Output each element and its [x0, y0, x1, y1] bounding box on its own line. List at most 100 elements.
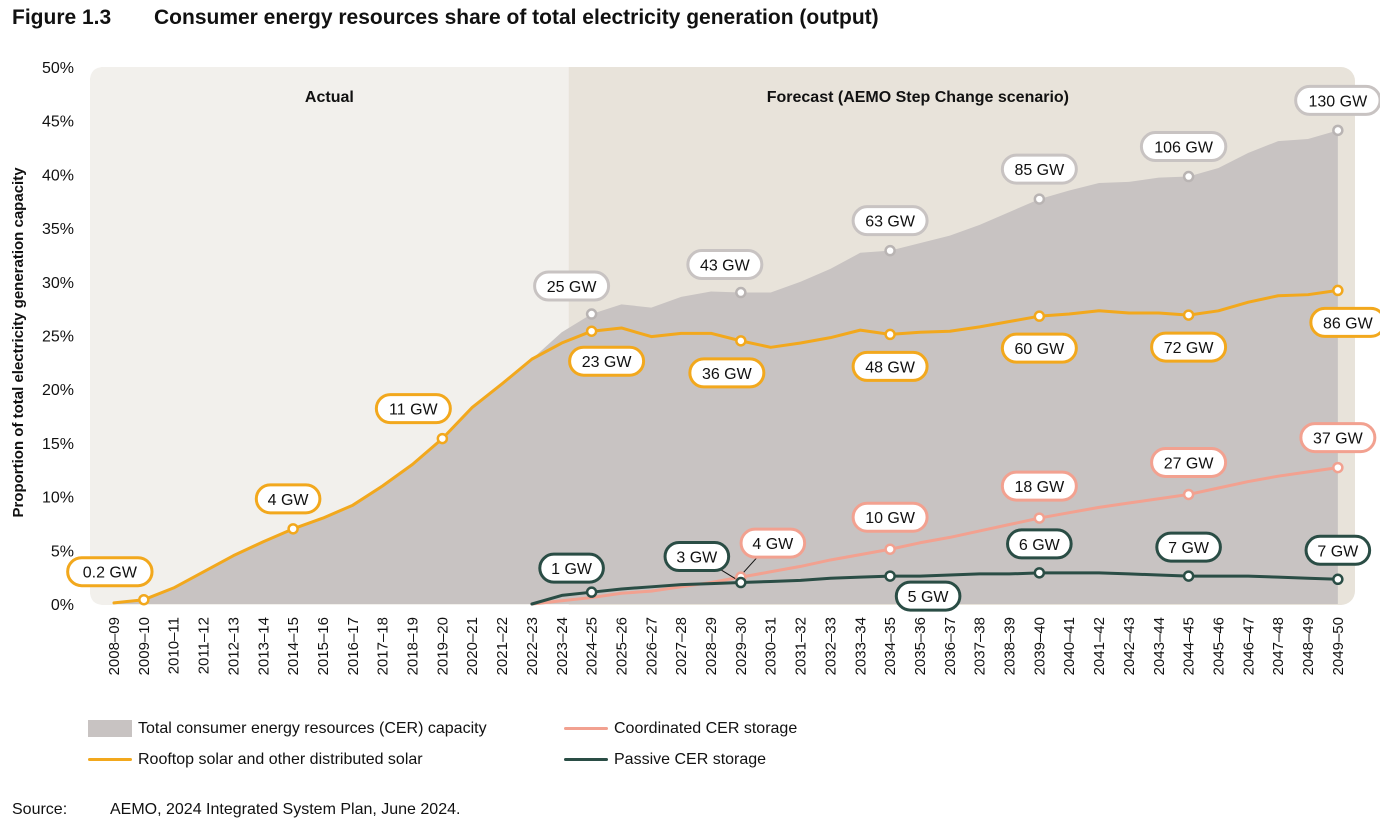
label-total-cer: 43 GW — [686, 249, 764, 281]
y-axis-title: Proportion of total electricity generati… — [10, 167, 27, 518]
legend-label-passive: Passive CER storage — [614, 751, 767, 768]
x-tick-label: 2046–47 — [1240, 617, 1257, 675]
leader-passive-2029 — [718, 568, 738, 580]
legend-swatch-area — [88, 720, 132, 738]
y-tick-label: 20% — [42, 382, 74, 399]
label-passive-marker — [884, 570, 896, 582]
x-tick-label: 2031–32 — [793, 617, 810, 675]
label-coordinated-text: 4 GW — [752, 536, 794, 553]
label-total-cer-box — [1000, 153, 1078, 185]
x-tick-label: 2028–29 — [703, 617, 720, 675]
y-tick-label: 15% — [42, 436, 74, 453]
label-coordinated-text: 27 GW — [1164, 455, 1215, 472]
label-solar: 4 GW — [254, 483, 322, 515]
label-solar-box — [568, 345, 646, 377]
label-total-cer-text: 85 GW — [1014, 162, 1065, 179]
label-solar-box — [254, 483, 322, 515]
label-total-cer-text: 63 GW — [865, 214, 916, 231]
label-total-cer: 106 GW — [1139, 131, 1228, 163]
label-total-cer: 25 GW — [533, 270, 611, 302]
region-label-forecast: Forecast (AEMO Step Change scenario) — [767, 89, 1069, 106]
label-passive-marker — [1332, 573, 1344, 586]
label-total-cer-box — [533, 270, 611, 302]
x-tick-label: 2034–35 — [882, 617, 899, 675]
label-passive-box — [1304, 534, 1372, 566]
x-tick-label: 2045–46 — [1210, 617, 1227, 675]
y-tick-label: 35% — [42, 221, 74, 238]
source-note: Source: AEMO, 2024 Integrated System Plan… — [12, 801, 460, 819]
label-solar-box — [1000, 332, 1078, 364]
label-solar-marker — [1332, 284, 1344, 297]
legend-swatch-coordinated — [564, 727, 608, 731]
legend-label-coordinated: Coordinated CER storage — [614, 720, 798, 737]
chart: Actual Forecast (AEMO Step Change scenari… — [10, 60, 1380, 675]
label-coordinated-marker — [1182, 488, 1195, 501]
legend-label-total-cer: Total consumer energy resources (CER) ca… — [138, 720, 487, 737]
x-tick-label: 2016–17 — [345, 617, 362, 675]
label-solar: 0.2 GW — [66, 556, 154, 588]
figure-title: Figure 1.3 Consumer energy resources shar… — [12, 6, 879, 30]
x-tick-label: 2035–36 — [912, 617, 929, 675]
label-solar: 48 GW — [851, 350, 929, 382]
label-passive-box — [663, 541, 731, 573]
label-total-cer-box — [851, 205, 929, 237]
label-passive: 6 GW — [1006, 528, 1073, 560]
label-passive-text: 5 GW — [908, 589, 950, 606]
label-passive-box — [1155, 531, 1222, 563]
x-tick-label: 2048–49 — [1300, 617, 1317, 675]
label-solar: 23 GW — [568, 345, 646, 377]
label-total-cer: 63 GW — [851, 205, 929, 237]
x-tick-label: 2015–16 — [315, 617, 332, 675]
x-tick-label: 2017–18 — [375, 617, 392, 675]
label-total-cer-marker — [1332, 124, 1344, 137]
y-tick-label: 0% — [51, 597, 74, 614]
label-coordinated-marker — [1332, 461, 1344, 474]
series-line-coordinated — [530, 466, 1340, 606]
label-total-cer: 85 GW — [1000, 153, 1078, 185]
source-label: Source: — [12, 801, 68, 818]
label-solar: 86 GW — [1309, 306, 1380, 338]
label-solar-marker — [1182, 309, 1195, 321]
label-total-cer-box — [686, 249, 764, 281]
label-passive-box — [1006, 528, 1073, 560]
label-solar-box — [374, 393, 452, 425]
label-solar: 60 GW — [1000, 332, 1078, 364]
x-tick-label: 2029–30 — [733, 617, 750, 675]
x-tick-label: 2049–50 — [1330, 617, 1347, 675]
label-solar-text: 48 GW — [865, 359, 916, 376]
x-tick-label: 2032–33 — [822, 617, 839, 675]
label-coordinated: 37 GW — [1299, 422, 1377, 454]
label-coordinated: 10 GW — [851, 501, 929, 533]
label-passive-box — [538, 552, 605, 584]
label-coordinated: 18 GW — [1000, 470, 1078, 502]
label-coordinated-text: 18 GW — [1014, 479, 1065, 496]
y-tick-label: 40% — [42, 167, 74, 184]
x-tick-label: 2025–26 — [613, 617, 630, 675]
label-solar-marker — [138, 593, 150, 606]
figure-number: Figure 1.3 — [12, 6, 112, 29]
label-coordinated-text: 37 GW — [1313, 431, 1364, 448]
x-tick-label: 2036–37 — [942, 617, 959, 675]
label-solar: 72 GW — [1150, 331, 1228, 363]
x-tick-label: 2039–40 — [1031, 617, 1048, 675]
x-tick-label: 2021–22 — [494, 617, 511, 675]
y-tick-label: 5% — [51, 543, 74, 560]
label-solar-text: 36 GW — [702, 366, 753, 383]
x-tick-label: 2024–25 — [584, 617, 601, 675]
x-tick-label: 2033–34 — [852, 617, 869, 675]
label-passive-marker — [585, 586, 598, 598]
label-solar-marker — [436, 432, 449, 445]
label-solar-box — [1309, 306, 1380, 338]
label-passive: 7 GW — [1304, 534, 1372, 566]
x-tick-label: 2026–27 — [643, 617, 660, 675]
x-tick-label: 2018–19 — [405, 617, 422, 675]
label-solar: 36 GW — [688, 357, 766, 389]
label-passive-text: 6 GW — [1019, 537, 1061, 554]
label-total-cer: 130 GW — [1294, 84, 1380, 116]
legend-item-passive: Passive CER storage — [564, 751, 766, 769]
x-tick-label: 2020–21 — [464, 617, 481, 675]
label-solar-text: 86 GW — [1323, 315, 1374, 332]
label-coordinated-marker — [884, 543, 896, 555]
x-tick-label: 2030–31 — [763, 617, 780, 675]
y-tick-label: 30% — [42, 275, 74, 292]
